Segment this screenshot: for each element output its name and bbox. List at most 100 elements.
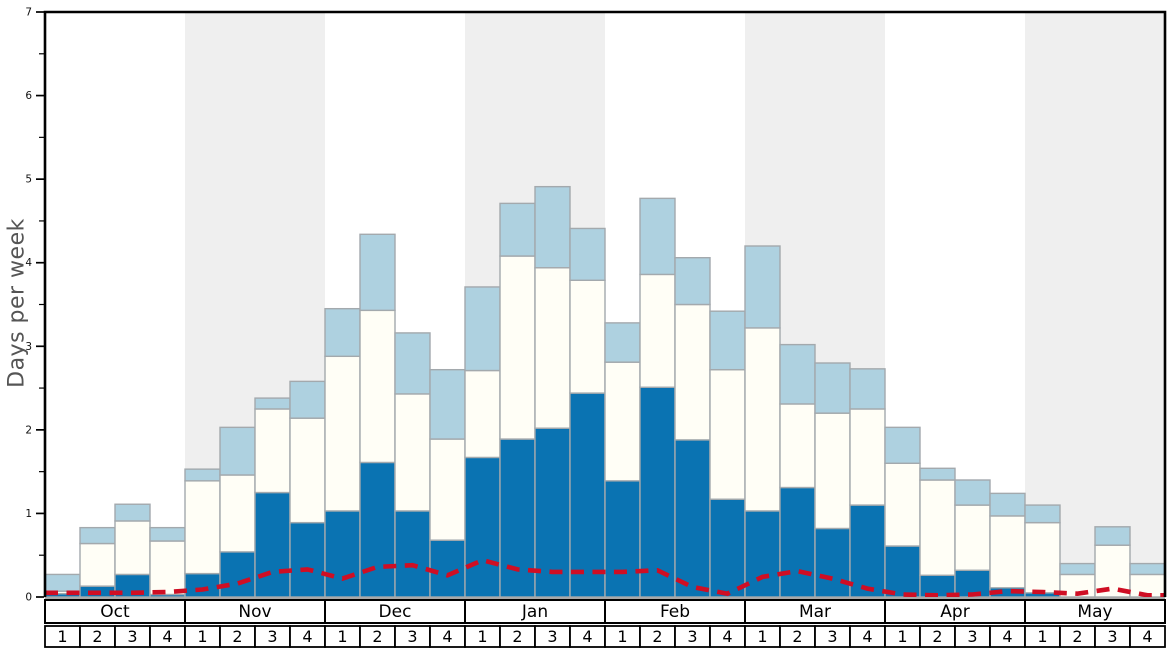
week-label: 1 [897, 627, 907, 646]
month-label-feb: Feb [660, 602, 690, 622]
bar-segment-dark-blue-days [429, 539, 466, 598]
bar-segment-light-blue-days [254, 397, 291, 410]
week-label: 1 [197, 627, 207, 646]
week-label: 1 [337, 627, 347, 646]
red-dashed-line [45, 557, 1165, 598]
bar-segment-dark-blue-days [219, 551, 256, 598]
bar-segment-white-days [954, 504, 991, 571]
y-tick-label: 6 [25, 90, 32, 102]
bar-segment-light-blue-days [429, 368, 466, 440]
week-label: 2 [512, 627, 522, 646]
y-tick-label: 1 [25, 508, 32, 520]
month-label-jan: Jan [521, 602, 548, 622]
bar-segment-light-blue-days [464, 286, 501, 372]
week-label: 4 [302, 627, 312, 646]
week-label: 4 [1142, 627, 1152, 646]
week-label: 1 [1037, 627, 1047, 646]
week-label: 4 [162, 627, 172, 646]
week-label: 4 [722, 627, 732, 646]
bar-segment-light-blue-days [499, 202, 536, 257]
week-label: 3 [407, 627, 417, 646]
month-label-nov: Nov [238, 602, 271, 622]
y-tick-label: 4 [25, 257, 32, 269]
bar-segment-dark-blue-days [814, 527, 851, 598]
bar-segment-dark-blue-days [254, 491, 291, 598]
y-tick-label: 7 [25, 7, 32, 19]
bar-segment-white-days [709, 368, 746, 500]
bar-segment-dark-blue-days [569, 392, 606, 598]
bar-segment-dark-blue-days [849, 504, 886, 598]
week-label: 2 [652, 627, 662, 646]
bar-segment-white-days [639, 273, 676, 388]
bar-segment-white-days [814, 412, 851, 530]
plot-frame [43, 10, 1167, 597]
bar-segment-light-blue-days [569, 227, 606, 281]
bar-segment-light-blue-days [919, 467, 956, 481]
bar-segment-light-blue-days [884, 426, 921, 464]
y-tick-label: 2 [25, 424, 32, 436]
bar-segment-dark-blue-days [884, 545, 921, 598]
bar-segment-light-blue-days [744, 245, 781, 329]
bar-segment-white-days [79, 542, 116, 587]
bar-segment-light-blue-days [674, 257, 711, 306]
bar-segment-dark-blue-days [359, 461, 396, 598]
week-label: 2 [1072, 627, 1082, 646]
bar-segment-light-blue-days [359, 233, 396, 312]
bar-segment-white-days [534, 267, 571, 429]
week-label: 4 [582, 627, 592, 646]
bar-segment-white-days [289, 417, 326, 524]
bar-segment-dark-blue-days [464, 456, 501, 598]
week-box [1129, 625, 1166, 648]
week-label: 1 [57, 627, 67, 646]
bar-segment-light-blue-days [114, 503, 151, 522]
week-label: 3 [687, 627, 697, 646]
week-label: 2 [792, 627, 802, 646]
bar-segment-white-days [569, 279, 606, 394]
bar-segment-light-blue-days [289, 380, 326, 419]
bar-segment-white-days [464, 369, 501, 459]
month-label-apr: Apr [940, 602, 969, 622]
month-label-dec: Dec [379, 602, 412, 622]
bar-segment-light-blue-days [79, 526, 116, 545]
bar-segment-dark-blue-days [324, 510, 361, 598]
bar-segment-white-days [989, 515, 1026, 589]
week-label: 1 [477, 627, 487, 646]
month-label-may: May [1077, 602, 1112, 622]
bar-segment-light-blue-days [954, 479, 991, 506]
bar-segment-dark-blue-days [289, 521, 326, 598]
bar-segment-white-days [184, 480, 221, 575]
bar-segment-white-days [779, 403, 816, 489]
y-tick-label: 0 [25, 592, 32, 604]
bar-segment-dark-blue-days [744, 510, 781, 598]
bar-segment-white-days [604, 361, 641, 482]
y-tick-label: 5 [25, 174, 32, 186]
bar-segment-white-days [114, 520, 151, 576]
bar-segment-white-days [429, 438, 466, 541]
week-label: 4 [442, 627, 452, 646]
week-label: 3 [547, 627, 557, 646]
week-label: 1 [617, 627, 627, 646]
bar-segment-light-blue-days [639, 197, 676, 276]
y-axis-title: Days per week [4, 218, 30, 388]
bar-segment-light-blue-days [219, 426, 256, 476]
bar-segment-light-blue-days [184, 468, 221, 482]
bar-segment-dark-blue-days [499, 438, 536, 598]
bar-segment-dark-blue-days [604, 480, 641, 598]
week-label: 2 [932, 627, 942, 646]
week-label: 4 [1002, 627, 1012, 646]
week-label: 3 [127, 627, 137, 646]
bar-segment-light-blue-days [149, 526, 186, 542]
bar-segment-light-blue-days [604, 322, 641, 363]
week-label: 3 [1107, 627, 1117, 646]
bar-segment-dark-blue-days [184, 572, 221, 598]
bar-segment-light-blue-days [44, 573, 81, 592]
bar-segment-dark-blue-days [709, 498, 746, 598]
bar-segment-dark-blue-days [394, 510, 431, 598]
bar-segment-white-days [674, 303, 711, 441]
week-label: 1 [757, 627, 767, 646]
week-label: 3 [267, 627, 277, 646]
bar-segment-white-days [359, 309, 396, 464]
bar-segment-white-days [744, 327, 781, 512]
